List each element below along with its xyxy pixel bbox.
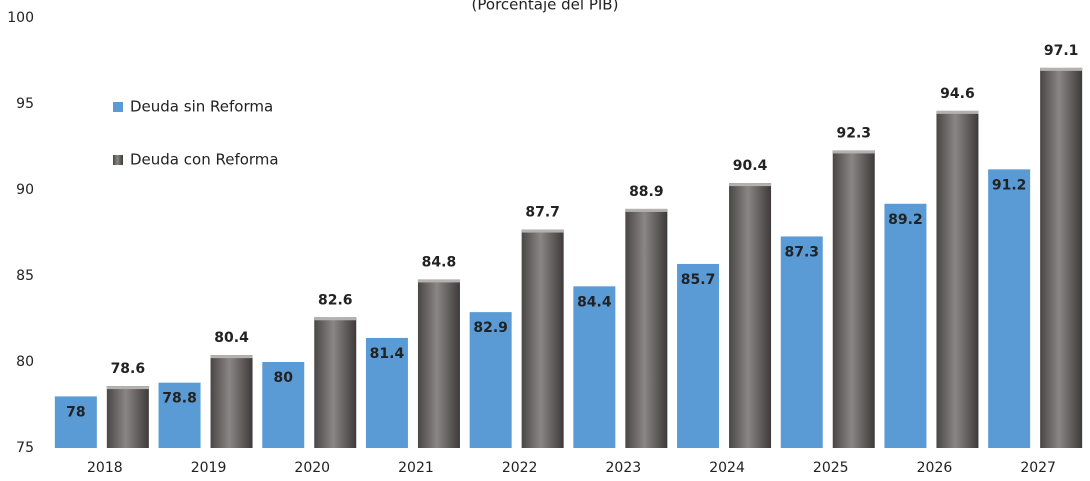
value-label: 97.1 — [1044, 43, 1079, 59]
value-label: 78.8 — [162, 391, 197, 407]
bar-cap — [417, 279, 460, 283]
bar-cap — [1040, 67, 1083, 71]
bar-cap — [521, 229, 564, 233]
bar — [262, 362, 305, 448]
value-label: 84.8 — [422, 254, 457, 270]
value-label: 80 — [274, 370, 294, 386]
y-tick-label: 95 — [16, 96, 34, 112]
y-tick-label: 80 — [16, 354, 34, 370]
value-label: 80.4 — [214, 330, 249, 346]
value-label: 87.3 — [784, 244, 819, 260]
x-tick-label: 2025 — [813, 460, 849, 476]
bar — [936, 110, 979, 448]
value-label: 82.9 — [473, 320, 508, 336]
x-tick-label: 2018 — [87, 460, 123, 476]
legend-swatch — [113, 102, 123, 112]
y-tick-label: 90 — [16, 182, 34, 198]
bar-cap — [729, 183, 772, 187]
x-tick-label: 2021 — [398, 460, 434, 476]
value-label: 87.7 — [525, 205, 560, 221]
y-tick-label: 75 — [16, 440, 34, 456]
bar-cap — [314, 317, 357, 321]
bar — [573, 286, 616, 448]
x-tick-label: 2020 — [294, 460, 330, 476]
bar-cap — [832, 150, 875, 154]
bar — [988, 169, 1031, 449]
x-tick-label: 2026 — [917, 460, 953, 476]
bar — [1040, 67, 1083, 448]
bar — [521, 229, 564, 448]
bar — [832, 150, 875, 448]
bar — [210, 355, 253, 448]
bar — [54, 396, 97, 448]
y-tick-label: 85 — [16, 268, 34, 284]
value-label: 88.9 — [629, 184, 664, 200]
value-label: 85.7 — [681, 272, 716, 288]
bar — [314, 317, 357, 448]
legend-label: Deuda sin Reforma — [130, 98, 273, 116]
bar-cap — [106, 386, 149, 390]
value-label: 82.6 — [318, 292, 353, 308]
y-tick-label: 100 — [7, 10, 34, 26]
value-label: 78 — [66, 404, 85, 420]
bar — [158, 382, 201, 448]
bar — [365, 337, 408, 448]
value-label: 89.2 — [888, 212, 923, 228]
bar-cap — [625, 208, 668, 212]
bar — [417, 279, 460, 448]
bar-cap — [210, 355, 253, 359]
value-label: 84.4 — [577, 294, 612, 310]
value-label: 90.4 — [733, 158, 768, 174]
bar — [625, 208, 668, 448]
bar — [884, 203, 927, 448]
x-tick-label: 2019 — [191, 460, 227, 476]
value-label: 78.6 — [111, 361, 146, 377]
bar — [677, 263, 720, 448]
x-tick-label: 2024 — [709, 460, 745, 476]
value-label: 92.3 — [836, 125, 871, 141]
legend-swatch — [113, 155, 123, 165]
x-tick-label: 2023 — [606, 460, 642, 476]
chart-subtitle: (Porcentaje del PIB) — [472, 0, 619, 14]
bar — [106, 386, 149, 448]
x-tick-label: 2027 — [1020, 460, 1056, 476]
bar — [729, 183, 772, 448]
bar-cap — [936, 110, 979, 114]
legend-label: Deuda con Reforma — [130, 151, 279, 169]
bar — [469, 312, 512, 448]
bar — [780, 236, 823, 448]
value-label: 81.4 — [370, 346, 405, 362]
value-label: 94.6 — [940, 86, 975, 102]
x-tick-label: 2022 — [502, 460, 538, 476]
value-label: 91.2 — [992, 177, 1027, 193]
